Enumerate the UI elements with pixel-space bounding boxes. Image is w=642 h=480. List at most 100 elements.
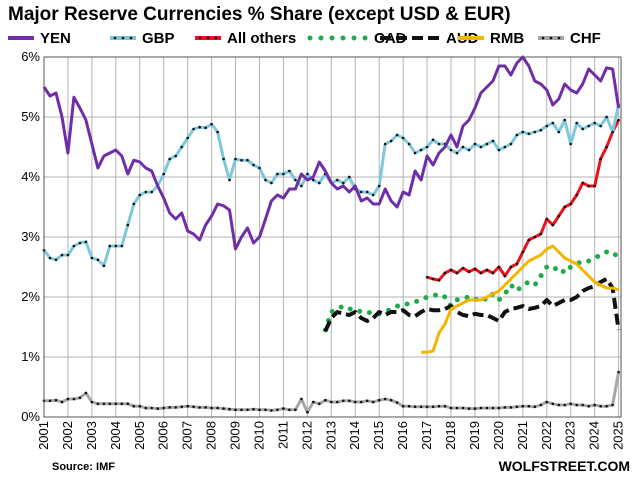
source-note: Source: IMF — [52, 461, 115, 473]
data-point — [593, 121, 596, 125]
data-point — [336, 400, 339, 404]
data-point — [240, 158, 243, 162]
data-point — [491, 139, 495, 143]
data-point — [66, 397, 70, 401]
series-rmb — [421, 244, 620, 354]
x-tick-label: 2016 — [395, 421, 410, 450]
legend-label: CHF — [570, 30, 601, 47]
data-point — [611, 130, 614, 134]
data-point — [521, 404, 525, 408]
brand-label: WOLFSTREET.COM — [499, 458, 630, 474]
data-point — [234, 408, 237, 412]
data-point — [581, 403, 584, 407]
data-point — [330, 400, 333, 404]
data-point — [467, 148, 471, 152]
x-tick-label: 2014 — [347, 421, 362, 450]
data-point — [359, 400, 363, 404]
x-tick-label: 2024 — [587, 421, 602, 450]
data-point — [461, 406, 465, 410]
data-point — [569, 142, 572, 146]
data-point — [78, 241, 82, 245]
y-tick-label: 2% — [21, 289, 40, 304]
data-point — [240, 408, 243, 412]
data-point — [102, 402, 106, 406]
data-point — [162, 172, 165, 176]
data-point — [377, 398, 381, 402]
data-point — [425, 405, 429, 409]
data-point — [401, 136, 405, 140]
legend-dot — [198, 36, 202, 40]
data-point — [48, 399, 52, 403]
data-point — [132, 202, 136, 206]
x-tick-label: 2017 — [419, 421, 434, 450]
data-point — [312, 178, 315, 182]
data-point — [168, 157, 171, 161]
data-point — [419, 405, 423, 409]
data-point — [222, 407, 225, 410]
data-point — [521, 250, 525, 254]
data-point — [425, 145, 429, 149]
data-point — [551, 121, 555, 125]
data-point — [599, 157, 602, 161]
y-tick-label: 3% — [21, 229, 40, 244]
data-point — [593, 403, 596, 407]
data-point — [431, 405, 435, 409]
data-point — [336, 178, 339, 182]
data-point — [539, 232, 543, 236]
data-point — [461, 266, 465, 270]
data-point — [485, 268, 489, 272]
data-point — [252, 407, 255, 411]
data-point — [72, 244, 76, 248]
legend-label: YEN — [40, 30, 71, 47]
data-point — [557, 214, 561, 218]
data-point — [569, 402, 572, 406]
x-tick-label: 2007 — [180, 421, 195, 450]
series-aud — [323, 277, 621, 333]
data-point — [485, 406, 489, 410]
data-point — [419, 148, 423, 152]
series-all-others — [425, 118, 620, 282]
legend-dot — [214, 36, 218, 40]
data-point — [557, 403, 561, 407]
data-point — [288, 408, 291, 412]
data-point — [521, 130, 525, 134]
data-point — [186, 136, 189, 140]
data-point — [587, 404, 590, 408]
data-point — [413, 151, 417, 155]
data-point — [431, 138, 435, 142]
data-point — [539, 403, 543, 407]
data-point — [515, 133, 519, 137]
data-point — [575, 403, 578, 407]
data-point — [449, 268, 453, 272]
data-point — [437, 142, 441, 146]
data-point — [60, 400, 64, 404]
legend-dot — [121, 36, 125, 40]
data-point — [479, 271, 483, 275]
data-point — [84, 240, 88, 244]
data-point — [509, 406, 513, 409]
data-point — [473, 267, 477, 271]
legend-item-gbp: GBP — [110, 30, 175, 47]
data-point — [605, 145, 608, 149]
data-point — [144, 190, 148, 194]
x-tick-label: 2021 — [515, 421, 530, 450]
data-point — [258, 166, 261, 170]
data-point — [575, 193, 578, 197]
data-point — [437, 404, 441, 408]
x-tick-label: 2019 — [467, 421, 482, 450]
y-tick-label: 1% — [21, 349, 40, 364]
data-point — [443, 271, 447, 275]
data-point — [234, 157, 237, 161]
data-point — [102, 264, 106, 268]
x-tick-label: 2025 — [611, 421, 626, 450]
data-point — [84, 391, 88, 395]
series-cad — [322, 249, 622, 333]
data-point — [557, 130, 561, 134]
x-tick-label: 2008 — [204, 421, 219, 450]
data-point — [605, 115, 608, 119]
data-point — [216, 130, 219, 134]
data-point — [593, 184, 596, 188]
data-point — [359, 190, 363, 194]
data-point — [192, 127, 195, 131]
data-point — [114, 402, 118, 406]
